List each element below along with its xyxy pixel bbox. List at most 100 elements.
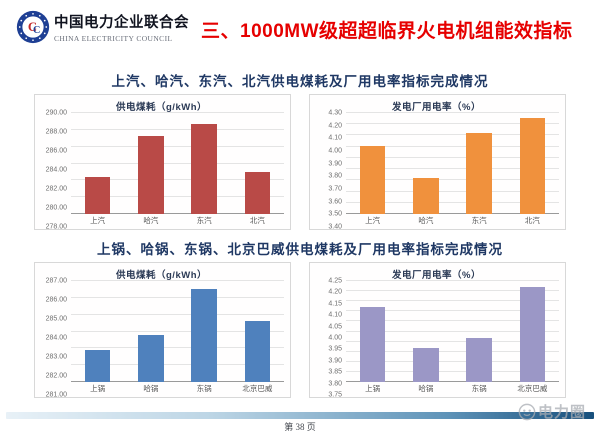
gridline	[71, 162, 284, 164]
turbine-chart-row: 供电煤耗（g/kWh） 278.00 280.00 282.00 284.00 286.0…	[0, 94, 600, 231]
gridline	[346, 320, 559, 322]
gridline	[71, 280, 284, 281]
chart-plot-area: 281.00 282.00 283.00 284.00 285.00 286.00 287.…	[39, 278, 284, 399]
bar	[191, 289, 217, 382]
x-axis-labels: 上锅 哈锅 东锅 北京巴威	[71, 383, 284, 394]
bar-cell	[399, 281, 452, 382]
bar-cell	[506, 281, 559, 382]
x-axis-label: 东锅	[196, 384, 212, 393]
gridline	[346, 310, 559, 312]
bar-cell	[178, 113, 231, 214]
x-axis-label: 北京巴威	[242, 384, 273, 393]
bar-cell	[346, 281, 399, 382]
x-axis-labels: 上汽 哈汽 东汽 北汽	[346, 215, 559, 226]
gridline	[346, 123, 559, 125]
y-tick-label: 288.00	[45, 128, 67, 136]
y-tick-label: 3.95	[328, 345, 342, 353]
y-tick-label: 4.00	[328, 334, 342, 342]
x-axis-line	[71, 213, 284, 214]
bar	[138, 135, 164, 214]
bar	[359, 307, 386, 382]
bars-container	[71, 113, 284, 214]
gridline	[346, 350, 559, 352]
bar	[244, 171, 271, 214]
bar	[84, 176, 111, 214]
gridline	[346, 300, 559, 302]
bar-cell	[71, 281, 124, 382]
bar-cell	[346, 113, 399, 214]
y-tick-label: 284.00	[45, 166, 67, 174]
y-tick-label: 290.00	[45, 109, 67, 117]
chart-title: 发电厂用电率（%）	[392, 270, 481, 281]
gridline	[71, 347, 284, 349]
bar-cell	[399, 113, 452, 214]
bar-cell	[124, 281, 177, 382]
y-tick-label: 284.00	[45, 334, 67, 342]
gridline	[346, 179, 559, 181]
gridline	[346, 360, 559, 362]
y-tick-label: 3.80	[328, 172, 342, 180]
bars-container	[71, 281, 284, 382]
y-tick-label: 3.85	[328, 368, 342, 376]
y-tick-label: 286.00	[45, 296, 67, 304]
bar	[244, 321, 271, 382]
gridline	[346, 330, 559, 332]
y-tick-label: 286.00	[45, 147, 67, 155]
chart-auxiliary-power-turbines: 发电厂用电率（%） 3.40 3.50 3.60 3.70 3.80 3.90 4.00 4.1…	[309, 94, 566, 231]
bar	[138, 334, 164, 382]
gridline	[71, 128, 284, 130]
bars-container	[346, 113, 559, 214]
bar-cell	[453, 113, 506, 214]
gridline	[346, 340, 559, 342]
y-tick-label: 281.00	[45, 391, 67, 399]
y-tick-label: 285.00	[45, 315, 67, 323]
bar-cell	[231, 281, 284, 382]
gridline	[71, 196, 284, 198]
chart-coal-consumption-boilers: 供电煤耗（g/kWh） 281.00 282.00 283.00 284.00 285.0…	[34, 262, 291, 399]
footer-divider-bar	[6, 412, 594, 419]
x-axis-line	[71, 381, 284, 382]
gridline	[71, 179, 284, 181]
bar	[519, 287, 546, 382]
watermark-label: 电力圈	[537, 405, 586, 421]
x-axis-label: 上锅	[365, 384, 381, 393]
y-tick-label: 3.90	[328, 357, 342, 365]
org-name-en: CHINA ELECTRICITY COUNCIL	[54, 34, 173, 43]
x-axis-label: 北京巴威	[517, 384, 548, 393]
y-tick-label: 4.30	[328, 109, 342, 117]
gridline	[71, 364, 284, 366]
y-tick-label: 3.75	[328, 391, 342, 399]
chart-plot-area: 3.40 3.50 3.60 3.70 3.80 3.90 4.00 4.10 4.20 4.30…	[314, 109, 559, 231]
y-tick-label: 4.25	[328, 277, 342, 285]
gridline	[71, 145, 284, 147]
y-tick-label: 278.00	[45, 223, 67, 231]
gridline	[71, 313, 284, 315]
svg-text:C: C	[33, 25, 40, 36]
svg-text:C: C	[28, 20, 37, 34]
y-tick-label: 4.05	[328, 323, 342, 331]
bars-container	[346, 281, 559, 382]
gridline	[346, 201, 559, 203]
slide-header: C C 中国电力企业联合会 CHINA ELECTRICITY COUNCIL …	[0, 0, 600, 62]
x-axis-label: 上汽	[365, 216, 381, 225]
chart-title: 供电煤耗（g/kWh）	[116, 270, 207, 281]
x-axis-line	[346, 213, 559, 214]
page-number: 第 38 页	[284, 422, 316, 432]
gridline	[346, 112, 559, 113]
x-axis-label: 上汽	[90, 216, 106, 225]
x-axis-labels: 上锅 哈锅 东锅 北京巴威	[346, 383, 559, 394]
bar	[466, 337, 492, 382]
y-axis: 278.00 280.00 282.00 284.00 286.00 288.00 290.…	[39, 109, 71, 231]
x-axis-label: 哈汽	[143, 216, 159, 225]
chart-auxiliary-power-boilers: 发电厂用电率（%） 3.75 3.80 3.85 3.90 3.95 4.00 4.05 4.1…	[309, 262, 566, 399]
bar-cell	[124, 113, 177, 214]
y-tick-label: 4.10	[328, 134, 342, 142]
gridline	[346, 370, 559, 372]
chart-plot-area: 3.75 3.80 3.85 3.90 3.95 4.00 4.05 4.10 4.15 4.20…	[314, 277, 559, 399]
gridline	[346, 290, 559, 292]
bar-cell	[178, 281, 231, 382]
gridline	[346, 134, 559, 136]
plot: 上汽 哈汽 东汽 北汽	[71, 112, 284, 225]
bar-cell	[231, 113, 284, 214]
plot: 上锅 哈锅 东锅 北京巴威	[71, 280, 284, 393]
